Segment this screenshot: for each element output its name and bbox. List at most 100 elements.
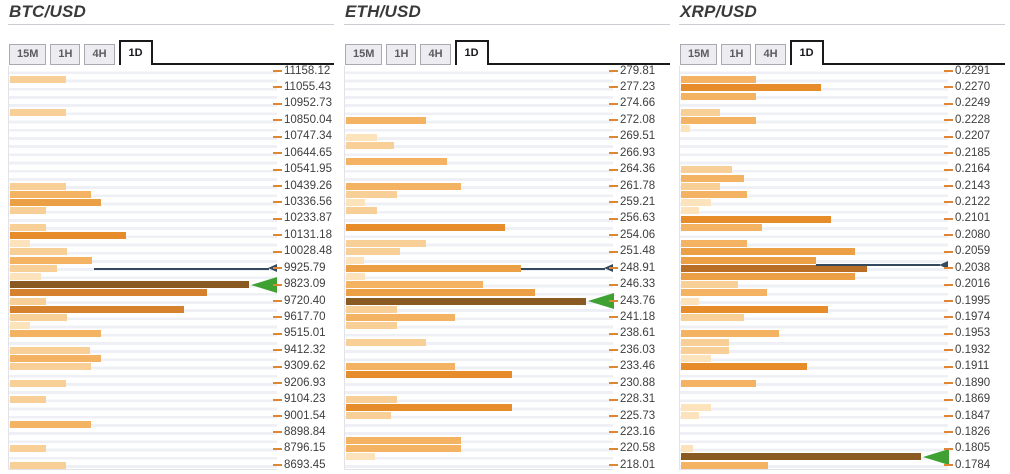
confluence-bar [681,379,756,387]
confluence-bar [10,330,101,338]
confluence-bar [681,297,699,305]
price-label: 8693.45 [284,458,326,471]
confluence-bar [346,141,394,149]
price-label: 225.73 [620,409,656,422]
confluence-bar [346,445,461,453]
confluence-bar [346,371,512,379]
price-pointer-arrowhead [604,264,613,273]
price-label: 10233.87 [284,212,332,225]
price-label: 274.66 [620,97,656,110]
confluence-bar [681,363,807,371]
tab-1d[interactable]: 1D [454,40,489,65]
confluence-bar [681,445,693,453]
confluence-bar [10,207,46,215]
price-label: 0.1911 [955,360,990,373]
price-label: 10850.04 [284,113,332,126]
timeframe-tabs: 15M 1H 4H 1D [9,40,334,65]
confluence-bar [681,240,747,248]
price-label: 9206.93 [284,376,326,389]
price-label: 0.2059 [955,245,991,258]
pair-title: BTC/USD [9,2,86,21]
confluence-bar [681,166,732,174]
confluence-bar [346,322,397,330]
confluence-bar [681,346,729,354]
price-label: 233.46 [620,360,656,373]
price-label: 0.1974 [955,310,991,323]
price-label: 0.1784 [955,458,991,471]
tab-1d[interactable]: 1D [789,40,824,65]
confluence-bar [346,264,521,272]
confluence-bar [681,404,711,412]
confluence-bar [10,461,66,469]
current-price-arrow [251,276,277,293]
price-label: 251.48 [620,245,656,258]
price-label: 0.1869 [955,393,991,406]
confluence-bar [681,264,867,272]
confluence-bar [681,84,821,92]
tab-1h[interactable]: 1H [50,44,81,65]
confluence-bar [346,133,377,141]
confluence-bar [346,363,455,371]
confluence-bar [346,396,397,403]
confluence-bar [681,289,767,297]
confluence-bar [10,379,66,387]
price-label: 0.2164 [955,163,991,176]
confluence-bar [681,305,828,313]
tab-15m[interactable]: 15M [680,44,718,65]
price-label: 10747.34 [284,130,332,143]
price-label: 0.2270 [955,80,991,93]
confluence-bar [681,223,762,231]
confluence-bar [681,273,855,280]
confluence-bar [10,240,30,248]
price-label: 238.61 [620,327,656,340]
price-label: 9515.01 [284,327,326,340]
price-label: 0.2249 [955,97,991,110]
price-label: 10028.48 [284,245,332,258]
confluence-bar [681,461,768,469]
tab-15m[interactable]: 15M [9,44,47,65]
confluence-bar [346,191,397,198]
tab-1d[interactable]: 1D [118,40,153,65]
price-label: 256.63 [620,212,656,225]
plot-area [679,66,949,470]
price-label: 0.1932 [955,343,991,356]
confluence-bar [681,174,744,182]
price-label: 228.31 [620,393,656,406]
price-label: 0.2101 [955,212,991,225]
price-label: 0.2207 [955,130,991,143]
panel-eth-usd: ETH/USD 15M 1H 4H 1D 279.81 277.23 274.66 272.… [344,0,670,474]
price-label: 259.21 [620,195,656,208]
price-label: 254.06 [620,228,656,241]
price-label: 9309.62 [284,360,326,373]
tab-underline [152,63,334,65]
price-label: 0.1995 [955,294,991,307]
tab-4h[interactable]: 4H [755,44,786,65]
confluence-bar [10,199,101,207]
title-divider [8,24,334,25]
confluence-bar [10,182,66,190]
price-label: 9720.40 [284,294,326,307]
tab-4h[interactable]: 4H [420,44,451,65]
confluence-bar [10,445,46,453]
confluence-bar [346,281,483,289]
price-label: 277.23 [620,80,656,93]
price-label: 0.2185 [955,146,991,159]
confluence-bar [346,305,397,313]
confluence-bar [346,338,426,346]
price-label: 0.2038 [955,261,991,274]
confluence-bar [346,117,426,125]
confluence-bar [10,273,41,280]
confluence-bar [10,248,67,256]
confluence-bar [681,191,747,198]
price-label: 0.2016 [955,278,991,291]
tab-4h[interactable]: 4H [84,44,115,65]
tab-15m[interactable]: 15M [345,44,383,65]
tab-1h[interactable]: 1H [721,44,752,65]
tab-1h[interactable]: 1H [386,44,417,65]
confluence-bar [346,412,391,420]
price-label: 10952.73 [284,97,332,110]
price-label: 10644.65 [284,146,332,159]
plot-area [344,66,614,470]
panel-xrp-usd: XRP/USD 15M 1H 4H 1D 0.2291 0.2270 0.2249 0.22… [679,0,1005,474]
price-pointer-arrowhead [268,264,277,273]
